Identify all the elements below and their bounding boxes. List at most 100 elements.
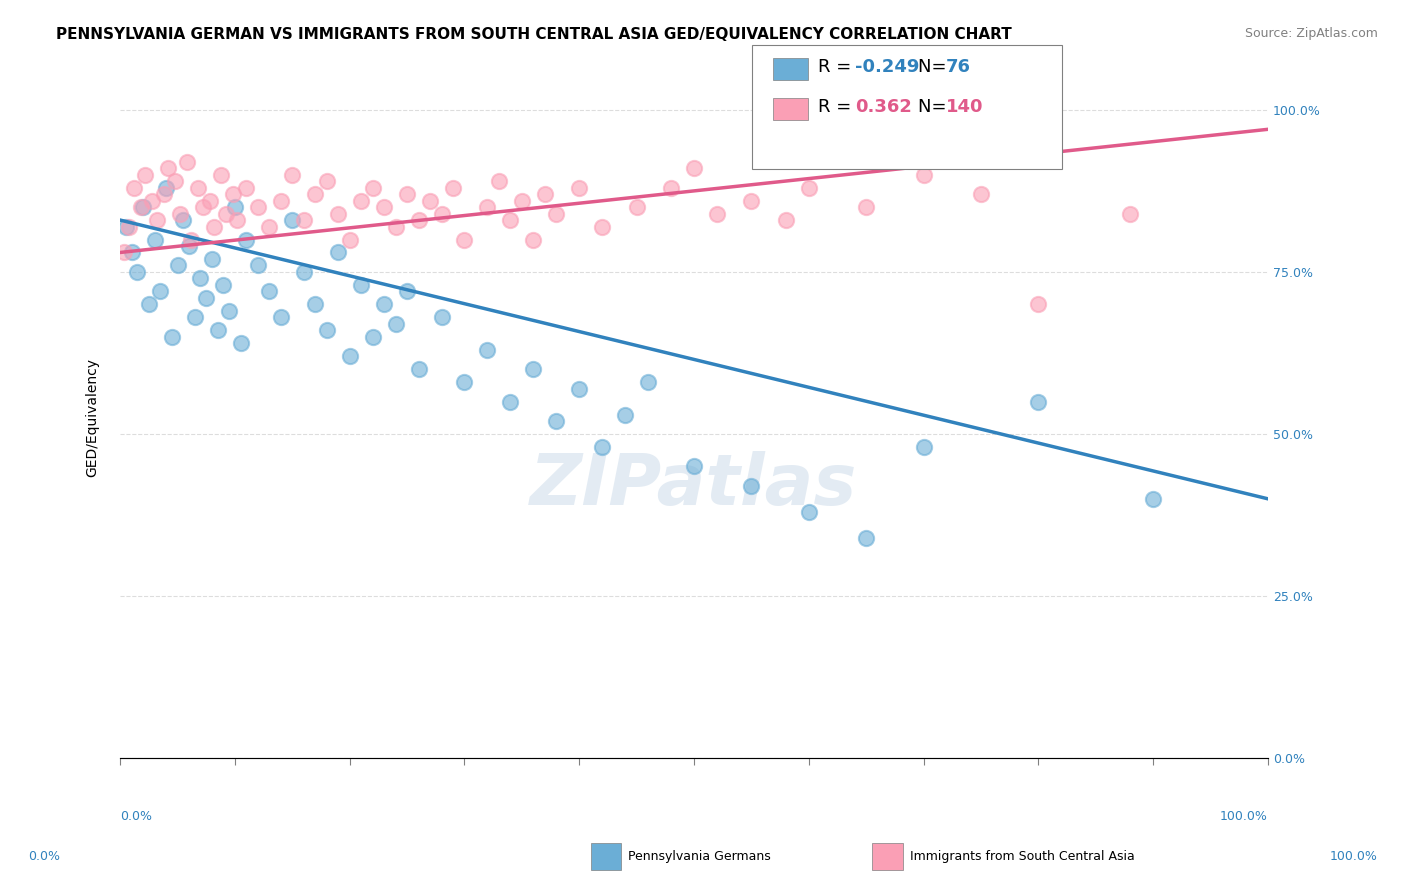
Point	[229, 336, 252, 351]
Point	[166, 259, 188, 273]
Point	[1142, 491, 1164, 506]
Point	[176, 154, 198, 169]
Point	[591, 219, 613, 234]
Point	[534, 187, 557, 202]
Point	[419, 194, 441, 208]
Point	[115, 219, 138, 234]
Point	[637, 375, 659, 389]
Point	[315, 323, 337, 337]
Text: 100.0%: 100.0%	[1220, 810, 1268, 823]
Point	[169, 206, 191, 220]
Point	[546, 206, 568, 220]
Text: -0.249: -0.249	[855, 58, 920, 76]
Point	[187, 180, 209, 194]
Point	[477, 343, 499, 357]
Point	[373, 297, 395, 311]
Point	[149, 285, 172, 299]
Point	[740, 479, 762, 493]
Point	[112, 245, 135, 260]
Point	[212, 277, 235, 292]
Point	[970, 187, 993, 202]
Point	[122, 180, 145, 194]
Point	[259, 219, 281, 234]
Point	[855, 531, 877, 545]
Point	[195, 291, 218, 305]
Text: N=: N=	[918, 58, 952, 76]
Point	[361, 180, 384, 194]
Point	[797, 180, 820, 194]
Text: N=: N=	[918, 98, 952, 116]
Point	[235, 180, 257, 194]
Point	[304, 297, 326, 311]
Text: PENNSYLVANIA GERMAN VS IMMIGRANTS FROM SOUTH CENTRAL ASIA GED/EQUIVALENCY CORREL: PENNSYLVANIA GERMAN VS IMMIGRANTS FROM S…	[56, 27, 1012, 42]
Text: 0.0%: 0.0%	[28, 850, 60, 863]
Point	[224, 200, 246, 214]
Point	[683, 459, 706, 474]
Point	[328, 206, 350, 220]
Point	[1028, 297, 1050, 311]
Point	[281, 168, 304, 182]
Point	[157, 161, 180, 176]
Point	[614, 408, 637, 422]
Point	[259, 285, 281, 299]
Point	[384, 219, 406, 234]
Point	[499, 394, 522, 409]
Point	[132, 200, 155, 214]
Point	[328, 245, 350, 260]
Point	[522, 362, 544, 376]
Point	[912, 440, 935, 454]
Text: 0.0%: 0.0%	[120, 810, 152, 823]
Point	[568, 382, 591, 396]
Point	[430, 206, 453, 220]
Point	[146, 213, 169, 227]
Point	[121, 245, 143, 260]
Text: 76: 76	[946, 58, 972, 76]
Point	[190, 271, 212, 285]
Point	[246, 259, 269, 273]
Point	[855, 200, 877, 214]
Point	[339, 233, 361, 247]
Point	[127, 265, 149, 279]
Point	[488, 174, 510, 188]
Text: R =: R =	[818, 98, 858, 116]
Point	[626, 200, 648, 214]
Point	[797, 505, 820, 519]
Point	[138, 297, 160, 311]
Text: ZIPatlas: ZIPatlas	[530, 451, 858, 520]
Point	[683, 161, 706, 176]
Point	[339, 349, 361, 363]
Point	[270, 310, 292, 325]
Text: Immigrants from South Central Asia: Immigrants from South Central Asia	[910, 850, 1135, 863]
Point	[129, 200, 152, 214]
Point	[499, 213, 522, 227]
Point	[134, 168, 156, 182]
Point	[912, 168, 935, 182]
Point	[373, 200, 395, 214]
Point	[546, 414, 568, 428]
Point	[165, 174, 187, 188]
Point	[215, 206, 238, 220]
Point	[292, 265, 315, 279]
Point	[221, 187, 243, 202]
Point	[202, 219, 225, 234]
Text: 0.362: 0.362	[855, 98, 911, 116]
Point	[361, 330, 384, 344]
Point	[292, 213, 315, 227]
Text: Pennsylvania Germans: Pennsylvania Germans	[628, 850, 772, 863]
Point	[453, 375, 475, 389]
Point	[226, 213, 249, 227]
Point	[1119, 206, 1142, 220]
Point	[152, 187, 174, 202]
Point	[430, 310, 453, 325]
Point	[408, 362, 430, 376]
Point	[209, 168, 232, 182]
Point	[184, 310, 207, 325]
Point	[396, 187, 419, 202]
Point	[191, 200, 214, 214]
Point	[477, 200, 499, 214]
Point	[350, 277, 373, 292]
Text: 140: 140	[946, 98, 984, 116]
Point	[141, 194, 163, 208]
Point	[441, 180, 464, 194]
Point	[246, 200, 269, 214]
